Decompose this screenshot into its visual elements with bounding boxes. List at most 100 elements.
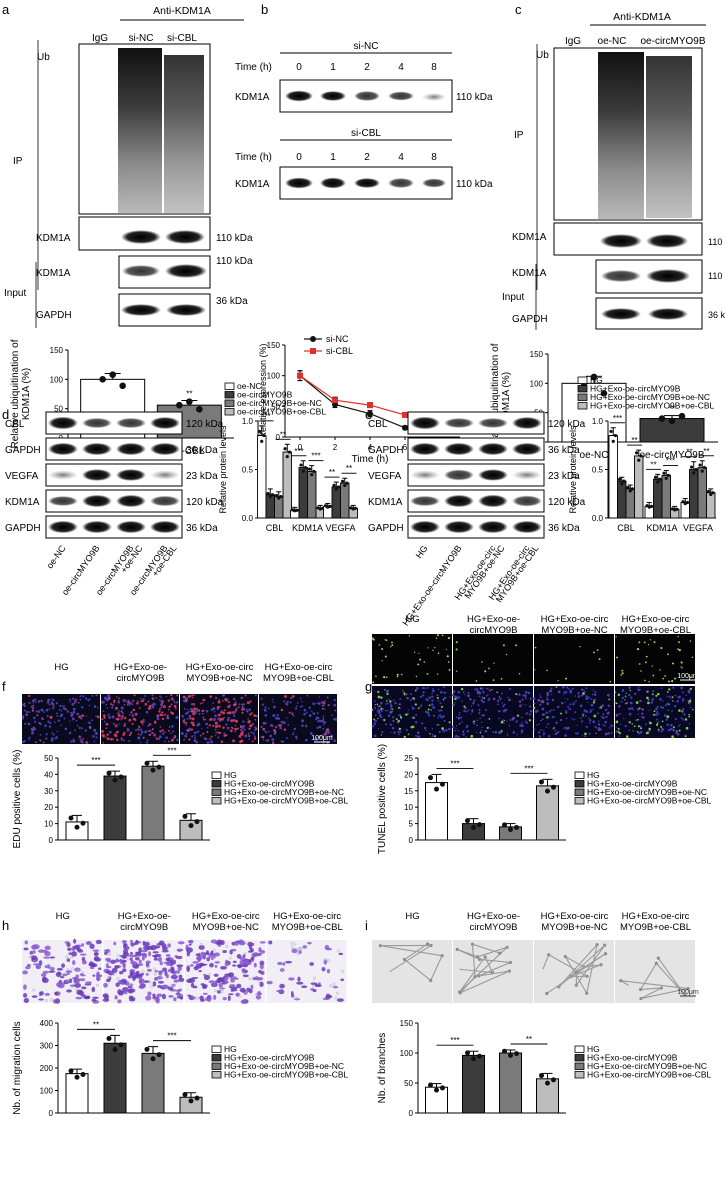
data-point — [678, 412, 686, 420]
cell-dot — [456, 696, 459, 700]
cell-dot — [309, 732, 313, 735]
cell-dot — [137, 736, 141, 740]
cell-dot — [543, 735, 545, 737]
cell-dot — [111, 704, 115, 707]
panel-letter-i: i — [365, 918, 368, 933]
cell-dot — [374, 707, 377, 709]
cell-dot — [407, 733, 410, 736]
stained-cell — [188, 943, 192, 946]
cell-dot — [171, 697, 174, 699]
cell-dot — [190, 728, 194, 731]
group-label: HG — [405, 614, 419, 625]
data-point — [99, 376, 106, 383]
cell-dot — [632, 729, 634, 732]
cell-dot — [667, 709, 670, 711]
microscopy-image — [453, 634, 533, 684]
cell-dot — [671, 696, 674, 699]
stained-cell — [227, 995, 231, 1002]
cell-dot — [666, 715, 670, 719]
data-point — [702, 465, 707, 470]
cell-dot — [215, 723, 217, 726]
cell-dot — [635, 719, 638, 722]
kda-label: 110 kDa — [456, 92, 493, 103]
cell-dot — [446, 655, 449, 658]
cell-dot — [465, 710, 468, 713]
cell-dot — [324, 708, 326, 710]
blot-row — [45, 411, 183, 435]
cell-dot — [656, 711, 659, 714]
cell-dot — [173, 704, 177, 708]
cell-dot — [70, 740, 73, 743]
cell-dot — [462, 691, 465, 694]
stained-cell — [68, 952, 73, 956]
cell-dot — [625, 735, 629, 738]
stained-cell — [248, 950, 253, 953]
cell-dot — [539, 728, 542, 731]
cell-dot — [31, 706, 35, 710]
cell-dot — [563, 691, 566, 693]
data-point — [539, 1073, 544, 1079]
cell-dot — [160, 699, 164, 703]
cell-dot — [399, 731, 402, 733]
tube-branch — [655, 962, 686, 996]
cell-dot — [127, 701, 130, 704]
cell-dot — [103, 720, 106, 723]
cell-dot — [457, 729, 459, 732]
cell-dot — [647, 643, 650, 646]
stained-cell — [95, 939, 102, 945]
cell-dot — [546, 717, 549, 719]
cell-dot — [440, 705, 444, 708]
group-label: HG+Exo-oe-circ — [192, 911, 260, 922]
data-point — [299, 463, 303, 467]
y-tick-label: 100 — [40, 1087, 54, 1096]
cell-dot — [218, 699, 220, 701]
stained-cell — [212, 982, 218, 988]
group-label: circMYO9B — [469, 922, 517, 933]
panel-letter-d: d — [2, 407, 9, 422]
stained-cell — [121, 956, 128, 959]
data-point — [279, 495, 283, 499]
stained-cell — [170, 959, 177, 965]
cell-dot — [602, 724, 605, 726]
cell-dot — [431, 728, 434, 730]
cell-dot — [238, 703, 241, 706]
cell-dot — [121, 715, 124, 718]
cell-dot — [22, 703, 25, 706]
stained-cell — [44, 950, 51, 957]
blot-band — [478, 494, 508, 508]
cell-dot — [392, 716, 395, 718]
cell-dot — [685, 694, 687, 697]
stained-cell — [129, 951, 134, 955]
cell-dot — [156, 714, 160, 718]
cell-dot — [51, 732, 53, 734]
cell-dot — [414, 720, 418, 724]
blot-label: KDM1A — [36, 268, 71, 279]
microscopy-image — [372, 634, 452, 684]
data-point — [150, 1056, 156, 1062]
stained-cell — [66, 989, 72, 993]
stained-cell — [32, 944, 40, 950]
cell-dot — [77, 701, 80, 704]
cell-dot — [497, 703, 499, 706]
cell-dot — [657, 728, 660, 731]
cell-dot — [624, 699, 626, 701]
cell-dot — [515, 693, 518, 696]
cell-dot — [607, 711, 610, 715]
cell-dot — [409, 699, 412, 702]
cell-dot — [439, 702, 442, 705]
group-label: MYO9B+oe-NC — [193, 922, 259, 933]
blot-label: CBL — [368, 419, 388, 430]
cell-dot — [674, 677, 677, 680]
cell-dot — [290, 696, 293, 699]
data-point — [600, 390, 608, 397]
cell-dot — [672, 729, 675, 732]
significance-label: ** — [703, 447, 709, 456]
cell-dot — [146, 739, 149, 741]
cell-dot — [301, 719, 305, 723]
cell-dot — [470, 705, 473, 708]
cell-dot — [508, 725, 511, 727]
stained-cell — [129, 971, 134, 977]
cell-dot — [295, 705, 298, 708]
cell-dot — [111, 706, 114, 709]
cell-dot — [25, 713, 28, 717]
